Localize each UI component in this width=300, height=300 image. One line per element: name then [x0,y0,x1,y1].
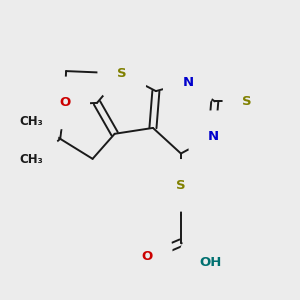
Text: OH: OH [199,256,221,269]
Text: O: O [141,250,153,262]
Text: S: S [242,95,252,108]
Text: S: S [176,179,186,192]
Text: N: N [183,76,194,89]
Text: CH₃: CH₃ [19,115,43,128]
Text: S: S [117,67,127,80]
Text: O: O [59,96,70,110]
Text: N: N [208,130,219,143]
Text: CH₃: CH₃ [19,153,43,166]
